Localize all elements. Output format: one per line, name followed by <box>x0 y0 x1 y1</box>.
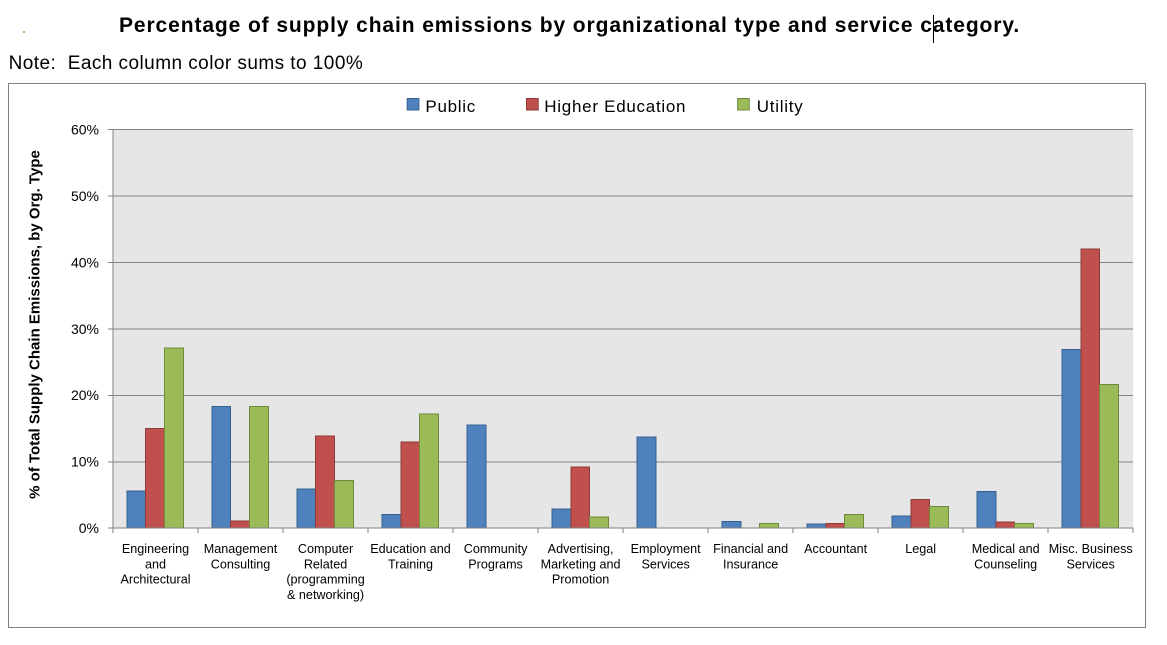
svg-text:20%: 20% <box>71 387 99 403</box>
svg-text:Architectural: Architectural <box>121 573 191 587</box>
svg-text:Misc. Business: Misc. Business <box>1049 542 1133 556</box>
svg-text:Management: Management <box>204 542 278 556</box>
svg-text:and: and <box>145 557 166 571</box>
svg-text:Financial and: Financial and <box>713 542 788 556</box>
svg-text:Services: Services <box>1067 557 1115 571</box>
svg-text:Computer: Computer <box>298 542 353 556</box>
svg-text:Programs: Programs <box>468 557 523 571</box>
svg-text:Counseling: Counseling <box>974 557 1037 571</box>
svg-text:Consulting: Consulting <box>211 557 271 571</box>
svg-text:Public: Public <box>425 97 476 116</box>
svg-text:Promotion: Promotion <box>552 573 609 587</box>
svg-text:Services: Services <box>641 557 689 571</box>
svg-text:Marketing and: Marketing and <box>541 557 621 571</box>
svg-text:& networking): & networking) <box>287 588 364 602</box>
svg-text:Advertising,: Advertising, <box>548 542 614 556</box>
svg-text:50%: 50% <box>71 188 99 204</box>
svg-text:% of Total Supply Chain Emissi: % of Total Supply Chain Emissions, by Or… <box>27 150 44 499</box>
svg-text:Medical and: Medical and <box>972 542 1040 556</box>
svg-text:Education and: Education and <box>370 542 451 556</box>
svg-text:Engineering: Engineering <box>122 542 189 556</box>
svg-text:60%: 60% <box>71 121 99 137</box>
svg-text:30%: 30% <box>71 321 99 337</box>
svg-text:40%: 40% <box>71 254 99 270</box>
svg-text:Insurance: Insurance <box>723 557 778 571</box>
svg-text:0%: 0% <box>79 520 99 536</box>
svg-text:Accountant: Accountant <box>804 542 868 556</box>
svg-text:Training: Training <box>388 557 433 571</box>
svg-text:Employment: Employment <box>631 542 701 556</box>
svg-text:10%: 10% <box>71 454 99 470</box>
svg-text:Related: Related <box>304 557 347 571</box>
svg-text:Higher Education: Higher Education <box>544 97 686 116</box>
svg-text:Legal: Legal <box>905 542 936 556</box>
svg-text:Utility: Utility <box>757 97 804 116</box>
svg-text:(programming: (programming <box>286 573 364 587</box>
svg-text:Community: Community <box>464 542 528 556</box>
